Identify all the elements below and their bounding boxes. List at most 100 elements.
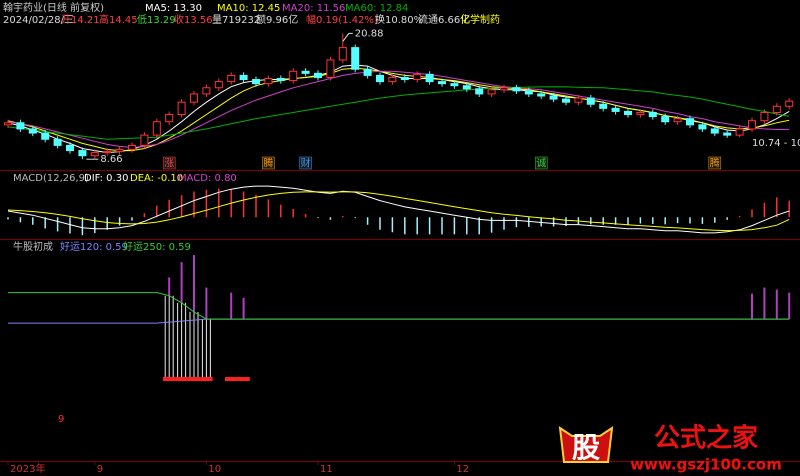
candle-body [524, 90, 533, 95]
event-tag-box [708, 156, 722, 170]
panel-title: 牛股初成 [13, 240, 53, 253]
signal-marker [237, 377, 250, 382]
legend-entry: MA5: 13.30 [145, 3, 202, 14]
signal-marker [163, 377, 176, 382]
x-tick-label: 10 [208, 464, 221, 475]
candle-body [710, 128, 719, 134]
legend-entry: 好运250: 0.59 [123, 241, 191, 253]
event-tag-box [162, 156, 176, 170]
candle-body [388, 76, 397, 83]
amount: 额9.96亿 [256, 13, 298, 26]
signal-marker [225, 377, 238, 382]
candle-body [227, 74, 236, 83]
candle-body [338, 47, 347, 61]
candle-body [748, 120, 756, 130]
candle-body [487, 89, 496, 95]
float-cap: 流通6.66亿 [418, 13, 470, 26]
candle-body [500, 87, 508, 91]
candle-body [115, 149, 124, 153]
candle-body [16, 122, 25, 130]
event-tag: 财 [301, 157, 311, 170]
x-tick-label: 11 [320, 464, 333, 475]
change: 幅0.19(1.42%) [306, 13, 378, 26]
sector: 化学制药 [460, 13, 500, 26]
candle-body [636, 111, 645, 116]
candle-body [400, 76, 409, 81]
candle-body [289, 70, 298, 82]
legend-entry: MA10: 12.45 [217, 3, 280, 14]
candle-body [351, 47, 360, 70]
event-tag-box [299, 156, 312, 170]
legend-entry: MA60: 12.84 [345, 3, 408, 14]
candle-body [363, 68, 372, 76]
candle-body [78, 150, 87, 157]
high-label: 20.88 [355, 28, 384, 39]
legend-entry: MA20: 11.56 [282, 3, 345, 14]
candle-body [760, 111, 769, 122]
candle-body [425, 73, 434, 83]
candle-body [140, 134, 149, 146]
candle-body [165, 114, 174, 123]
candle-body [574, 97, 583, 103]
signal-marker [175, 377, 188, 382]
candle-body [190, 93, 198, 103]
high: 高14.45 [99, 13, 138, 26]
candle-body [202, 87, 211, 95]
candle-body [90, 152, 99, 157]
event-tag: 诚 [536, 158, 546, 170]
candle-body [611, 107, 620, 112]
event-tag: 腾 [710, 157, 720, 170]
series-line [7, 191, 790, 232]
range-label: 10.74 - 10.9 [752, 138, 800, 149]
candle-body [264, 78, 273, 85]
event-tag-box [534, 156, 548, 170]
event-tag: 涨 [164, 158, 174, 170]
candle-body [41, 132, 50, 140]
stock-title: 翰宇药业(日线 前复权) [3, 1, 104, 14]
candle-body [686, 118, 694, 126]
series-line [8, 292, 790, 320]
candle-body [301, 70, 310, 74]
x-tick-label: 2023年 [10, 462, 45, 475]
series-line [7, 86, 790, 140]
candle-body [735, 128, 744, 136]
candle-body [475, 88, 484, 95]
candle-body [314, 72, 322, 78]
candle-body [648, 111, 657, 118]
candle-body [53, 138, 62, 146]
legend-entry: DIF: 0.30 [84, 173, 128, 184]
x-tick-label: 9 [97, 464, 103, 475]
logo: 股 [572, 431, 600, 464]
panel-title: MACD(12,26,9) [13, 173, 89, 184]
open: 开14.21 [61, 15, 100, 26]
candle-body [376, 74, 384, 83]
candle-body [438, 81, 446, 85]
candle-body [214, 81, 223, 89]
candle-body [177, 101, 186, 116]
candle-body [239, 74, 248, 81]
candle-body [673, 118, 682, 123]
candle-body [413, 73, 422, 81]
brand: 公式之家 [654, 423, 758, 454]
series-line [7, 70, 790, 149]
x-tick-label: 12 [456, 464, 469, 475]
candle-body [562, 98, 570, 103]
candle-body [128, 144, 136, 151]
url: www.gszj100.com [630, 456, 782, 474]
candle-body [326, 59, 335, 78]
candle-body [4, 122, 12, 126]
turnover: 换10.80% [375, 13, 423, 26]
low-label: 8.66 [100, 154, 122, 165]
candle-body [698, 124, 707, 130]
candle-body [512, 87, 521, 92]
legend-entry: DEA: -0.10 [130, 173, 183, 184]
candle-body [537, 93, 546, 97]
logo-shape [558, 425, 614, 463]
watermark: 股 公式之家 www.gszj100.com [558, 423, 782, 474]
candle-body [276, 78, 285, 82]
legend-entry: MACD: 0.80 [178, 173, 237, 184]
candle-body [599, 103, 608, 109]
candle-body [785, 100, 794, 107]
